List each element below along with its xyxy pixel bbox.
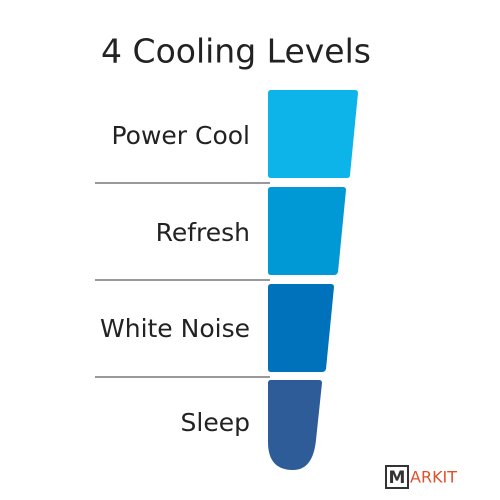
title: 4 Cooling Levels [101,32,371,71]
level-segment [268,284,334,372]
level-segment [268,187,346,275]
level-segment [268,90,358,178]
level-label: Power Cool [111,121,250,150]
level-label: Sleep [181,408,250,437]
watermark-box-text: M [389,468,406,488]
watermark: M ARKIT [385,465,457,489]
level-segment [268,380,322,470]
level-label: Refresh [156,218,250,247]
watermark-text: ARKIT [410,468,457,487]
level-label: White Noise [100,314,250,343]
watermark-box [385,465,409,489]
